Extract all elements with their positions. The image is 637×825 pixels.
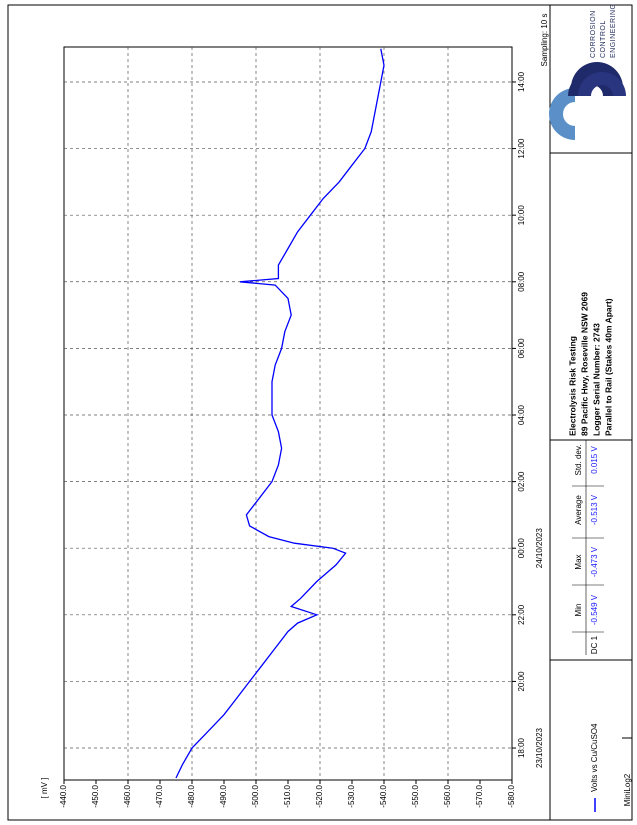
table-header: Min <box>574 604 583 617</box>
table-header: Std. dev. <box>574 445 583 476</box>
y-tick-label: -440.0 <box>59 784 68 807</box>
x-tick-label: 04:00 <box>517 404 526 425</box>
legend-label: Volts vs Cu/CuSO4 <box>590 723 599 792</box>
y-tick-label: -470.0 <box>155 784 164 807</box>
logo-text: CORROSION <box>590 10 597 58</box>
x-tick-label: 12:00 <box>517 138 526 159</box>
date-label: 23/10/2023 <box>535 727 544 768</box>
table-value: -0.513 V <box>590 494 599 525</box>
y-tick-label: -560.0 <box>443 784 452 807</box>
logo <box>549 62 626 140</box>
y-tick-label: -550.0 <box>411 784 420 807</box>
y-tick-label: -520.0 <box>315 784 324 807</box>
y-tick-label: -530.0 <box>347 784 356 807</box>
y-tick-label: -480.0 <box>187 784 196 807</box>
y-tick-label: -540.0 <box>379 784 388 807</box>
info-line: Parallel to Rail (Stakes 40m Apart) <box>603 298 613 436</box>
table-value: -0.473 V <box>590 546 599 577</box>
y-tick-label: -580.0 <box>507 784 516 807</box>
y-tick-label: -570.0 <box>475 784 484 807</box>
x-tick-label: 08:00 <box>517 271 526 292</box>
info-line: 89 Pacific Hwy, Roseville NSW 2069 <box>579 292 589 436</box>
y-tick-label: -490.0 <box>219 784 228 807</box>
sampling: Sampling: 10 s <box>540 14 549 67</box>
x-tick-label: 22:00 <box>517 604 526 625</box>
footer: MiniLog2 <box>623 773 632 806</box>
x-tick-label: 18:00 <box>517 737 526 758</box>
y-tick-label: -460.0 <box>123 784 132 807</box>
y-tick-label: -500.0 <box>251 784 260 807</box>
x-tick-label: 14:00 <box>517 71 526 92</box>
logo-text: ENGINEERING <box>610 3 617 58</box>
x-tick-label: 20:00 <box>517 671 526 692</box>
info-line: Logger Serial Number: 2743 <box>591 323 601 436</box>
x-tick-label: 00:00 <box>517 538 526 559</box>
page-border <box>7 4 633 821</box>
table-header: Average <box>574 495 583 525</box>
plot-area <box>63 46 513 781</box>
table-header: Max <box>574 554 583 569</box>
info-line: Electrolysis Risk Testing <box>567 336 577 436</box>
y-axis-label: [ mV ] <box>40 778 49 799</box>
x-tick-label: 10:00 <box>517 205 526 226</box>
x-tick-label: 06:00 <box>517 338 526 359</box>
table-value: -0.549 V <box>590 594 599 625</box>
table-value: 0.015 V <box>590 446 599 474</box>
y-tick-label: -510.0 <box>283 784 292 807</box>
table-row-label: DC 1 <box>590 635 599 654</box>
x-tick-label: 02:00 <box>517 471 526 492</box>
logo-text: CONTROL <box>600 20 607 58</box>
y-tick-label: -450.0 <box>91 784 100 807</box>
date-label: 24/10/2023 <box>535 528 544 569</box>
data-line <box>175 48 385 779</box>
